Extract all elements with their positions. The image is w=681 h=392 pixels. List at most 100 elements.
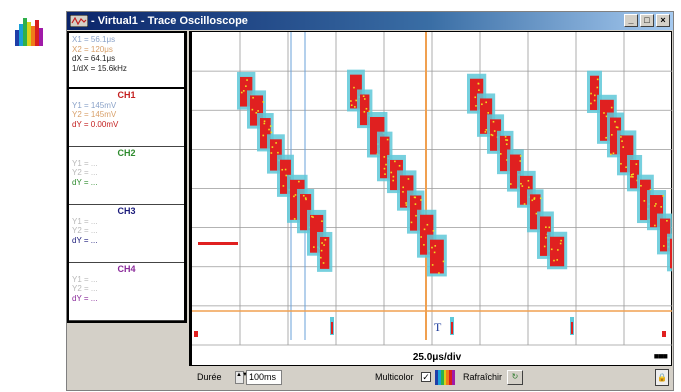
trace-spark <box>481 103 483 106</box>
trace-spark <box>635 163 638 165</box>
trace-spark <box>433 251 436 254</box>
trace-spark <box>365 107 368 110</box>
channel-3-label: CH3 <box>117 206 136 216</box>
channel-1-box[interactable]: CH1 Y1 = 145mV Y2 = 145mV dY = 0.00mV <box>69 89 184 147</box>
trace-spark <box>663 245 665 247</box>
trace-spark <box>438 272 440 274</box>
trace-spark <box>426 223 429 226</box>
trace-spark <box>605 115 608 118</box>
trace-spark <box>519 160 522 162</box>
trace-spark <box>556 259 559 261</box>
trace-spark <box>590 102 592 105</box>
trace-spark <box>270 131 273 134</box>
trace-spark <box>271 146 274 148</box>
cursor-dx-value: dX = 64.1μs <box>72 54 116 63</box>
trace-spark <box>394 160 396 163</box>
trace-spark <box>475 105 477 107</box>
trace-spark <box>252 96 254 99</box>
trace-spark <box>622 146 625 148</box>
trace-spark <box>398 165 401 167</box>
timebase-label: 25.0μs/div <box>412 352 462 363</box>
trace-spark <box>423 243 425 246</box>
trace-spark <box>548 226 551 229</box>
duration-spinner-icon[interactable]: ▲▼ <box>235 371 248 384</box>
trace-spark <box>506 139 509 141</box>
minimize-button[interactable]: _ <box>624 14 638 27</box>
title-bar[interactable]: - Virtual1 - Trace Oscilloscope _ □ × <box>67 12 673 30</box>
trace-segment <box>270 139 282 171</box>
trace-spark <box>493 130 496 132</box>
rainbow-bars-logo-icon <box>14 14 46 48</box>
trace-spark <box>405 202 407 204</box>
trace-spark <box>491 134 494 137</box>
trace-spark <box>535 212 538 215</box>
trace-spark <box>423 228 426 231</box>
channel-2-y1: Y1 = ... <box>72 158 98 168</box>
trace-spark <box>243 90 245 92</box>
lock-icon[interactable]: 🔒 <box>655 369 669 386</box>
trace-spark <box>510 183 512 185</box>
maximize-button[interactable]: □ <box>640 14 654 27</box>
trace-spark <box>545 236 547 239</box>
trace-spark <box>625 166 627 169</box>
trace-spark <box>355 99 357 102</box>
trace-spark <box>593 99 596 102</box>
channel-3-box[interactable]: CH3 Y1 = ... Y2 = ... dY = ... <box>69 205 184 263</box>
trace-spark <box>353 86 355 89</box>
trace-spark <box>350 104 353 107</box>
trace-spark <box>478 89 480 91</box>
trace-spark <box>414 196 417 199</box>
trace-spark <box>304 197 307 199</box>
bottom-toolbar: Durée ▲▼ 100ms Multicolor ✓ Rafraîchir ↻… <box>189 367 673 389</box>
trace-spark <box>323 244 325 246</box>
trace-spark <box>553 259 555 262</box>
channel-4-box[interactable]: CH4 Y1 = ... Y2 = ... dY = ... <box>69 263 184 321</box>
trace-segment <box>430 239 444 274</box>
trace-spark <box>350 100 352 102</box>
trace-spark <box>442 260 445 263</box>
trace-spark <box>477 82 480 85</box>
refresh-button[interactable]: ↻ <box>507 370 523 385</box>
channel-4-y1: Y1 = ... <box>72 274 98 284</box>
channel-2-box[interactable]: CH2 Y1 = ... Y2 = ... dY = ... <box>69 147 184 205</box>
oscilloscope-app-icon <box>70 15 88 27</box>
trace-spark <box>434 245 437 247</box>
trace-segment <box>490 119 502 151</box>
trace-spark <box>527 179 530 182</box>
trace-spark <box>505 139 507 141</box>
trace-right-pulse <box>662 331 666 337</box>
trace-spark <box>385 163 387 166</box>
trace-segment <box>590 75 600 111</box>
trace-spark <box>640 184 642 187</box>
trace-spark <box>539 197 542 200</box>
trace-spark <box>245 85 247 87</box>
trace-spark <box>420 236 422 238</box>
trace-spark <box>432 230 435 232</box>
trace-spark <box>431 264 434 266</box>
trace-tail <box>331 322 333 334</box>
scope-display[interactable]: T 25.0μs/div ■■■ <box>189 31 672 366</box>
trace-segment <box>670 238 672 269</box>
trace-halo <box>667 233 672 272</box>
trace-spark <box>246 79 248 81</box>
trace-spark <box>383 167 386 170</box>
trigger-marker[interactable]: T <box>434 320 442 334</box>
trace-spark <box>402 186 404 189</box>
trace-spark <box>275 142 277 144</box>
trace-spark <box>632 173 634 176</box>
trace-spark <box>596 78 599 81</box>
rainbow-palette-icon[interactable] <box>435 370 456 385</box>
cursor-x1-value: X1 = 56.1μs <box>72 35 116 44</box>
trace-spark <box>620 162 622 165</box>
trace-spark <box>302 194 305 197</box>
close-button[interactable]: × <box>656 14 670 27</box>
trace-spark <box>269 125 272 127</box>
cursor-x2-value: X2 = 120μs <box>72 44 113 54</box>
duration-field[interactable]: 100ms <box>246 370 282 385</box>
trace-baseline <box>198 242 238 245</box>
multicolor-checkbox[interactable]: ✓ <box>421 372 431 382</box>
trace-spark <box>593 94 596 97</box>
trace-spark <box>251 108 254 111</box>
trace-spark <box>285 174 288 177</box>
trace-spark <box>654 205 656 207</box>
